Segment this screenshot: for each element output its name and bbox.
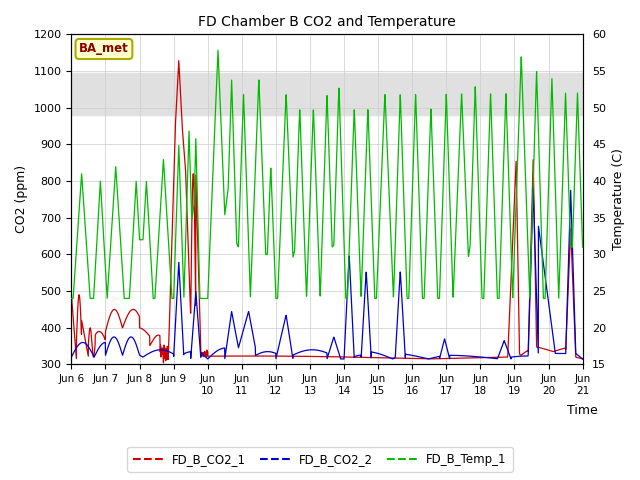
X-axis label: Time: Time [567,404,598,417]
Y-axis label: CO2 (ppm): CO2 (ppm) [15,165,28,233]
Y-axis label: Temperature (C): Temperature (C) [612,148,625,251]
Bar [72,73,582,115]
Legend: FD_B_CO2_1, FD_B_CO2_2, FD_B_Temp_1: FD_B_CO2_1, FD_B_CO2_2, FD_B_Temp_1 [127,447,513,472]
Title: FD Chamber B CO2 and Temperature: FD Chamber B CO2 and Temperature [198,15,456,29]
Text: BA_met: BA_met [79,43,129,56]
